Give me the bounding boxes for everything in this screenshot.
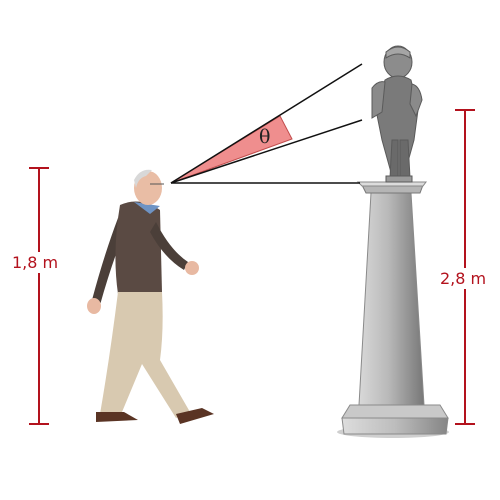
person-height-dimension [29, 167, 49, 425]
sight-lines [170, 63, 363, 184]
statue-base-height-dimension [455, 109, 475, 425]
sight-line-to-base [170, 119, 363, 184]
sight-line-to-top [170, 63, 363, 184]
statue-figure [371, 45, 423, 183]
person-height-label: 1,8 m [10, 252, 61, 273]
statue-base-height-label: 2,8 m [438, 268, 489, 289]
pedestal [337, 181, 449, 438]
angle-theta-label: θ [259, 126, 271, 148]
walking-man [87, 169, 214, 424]
